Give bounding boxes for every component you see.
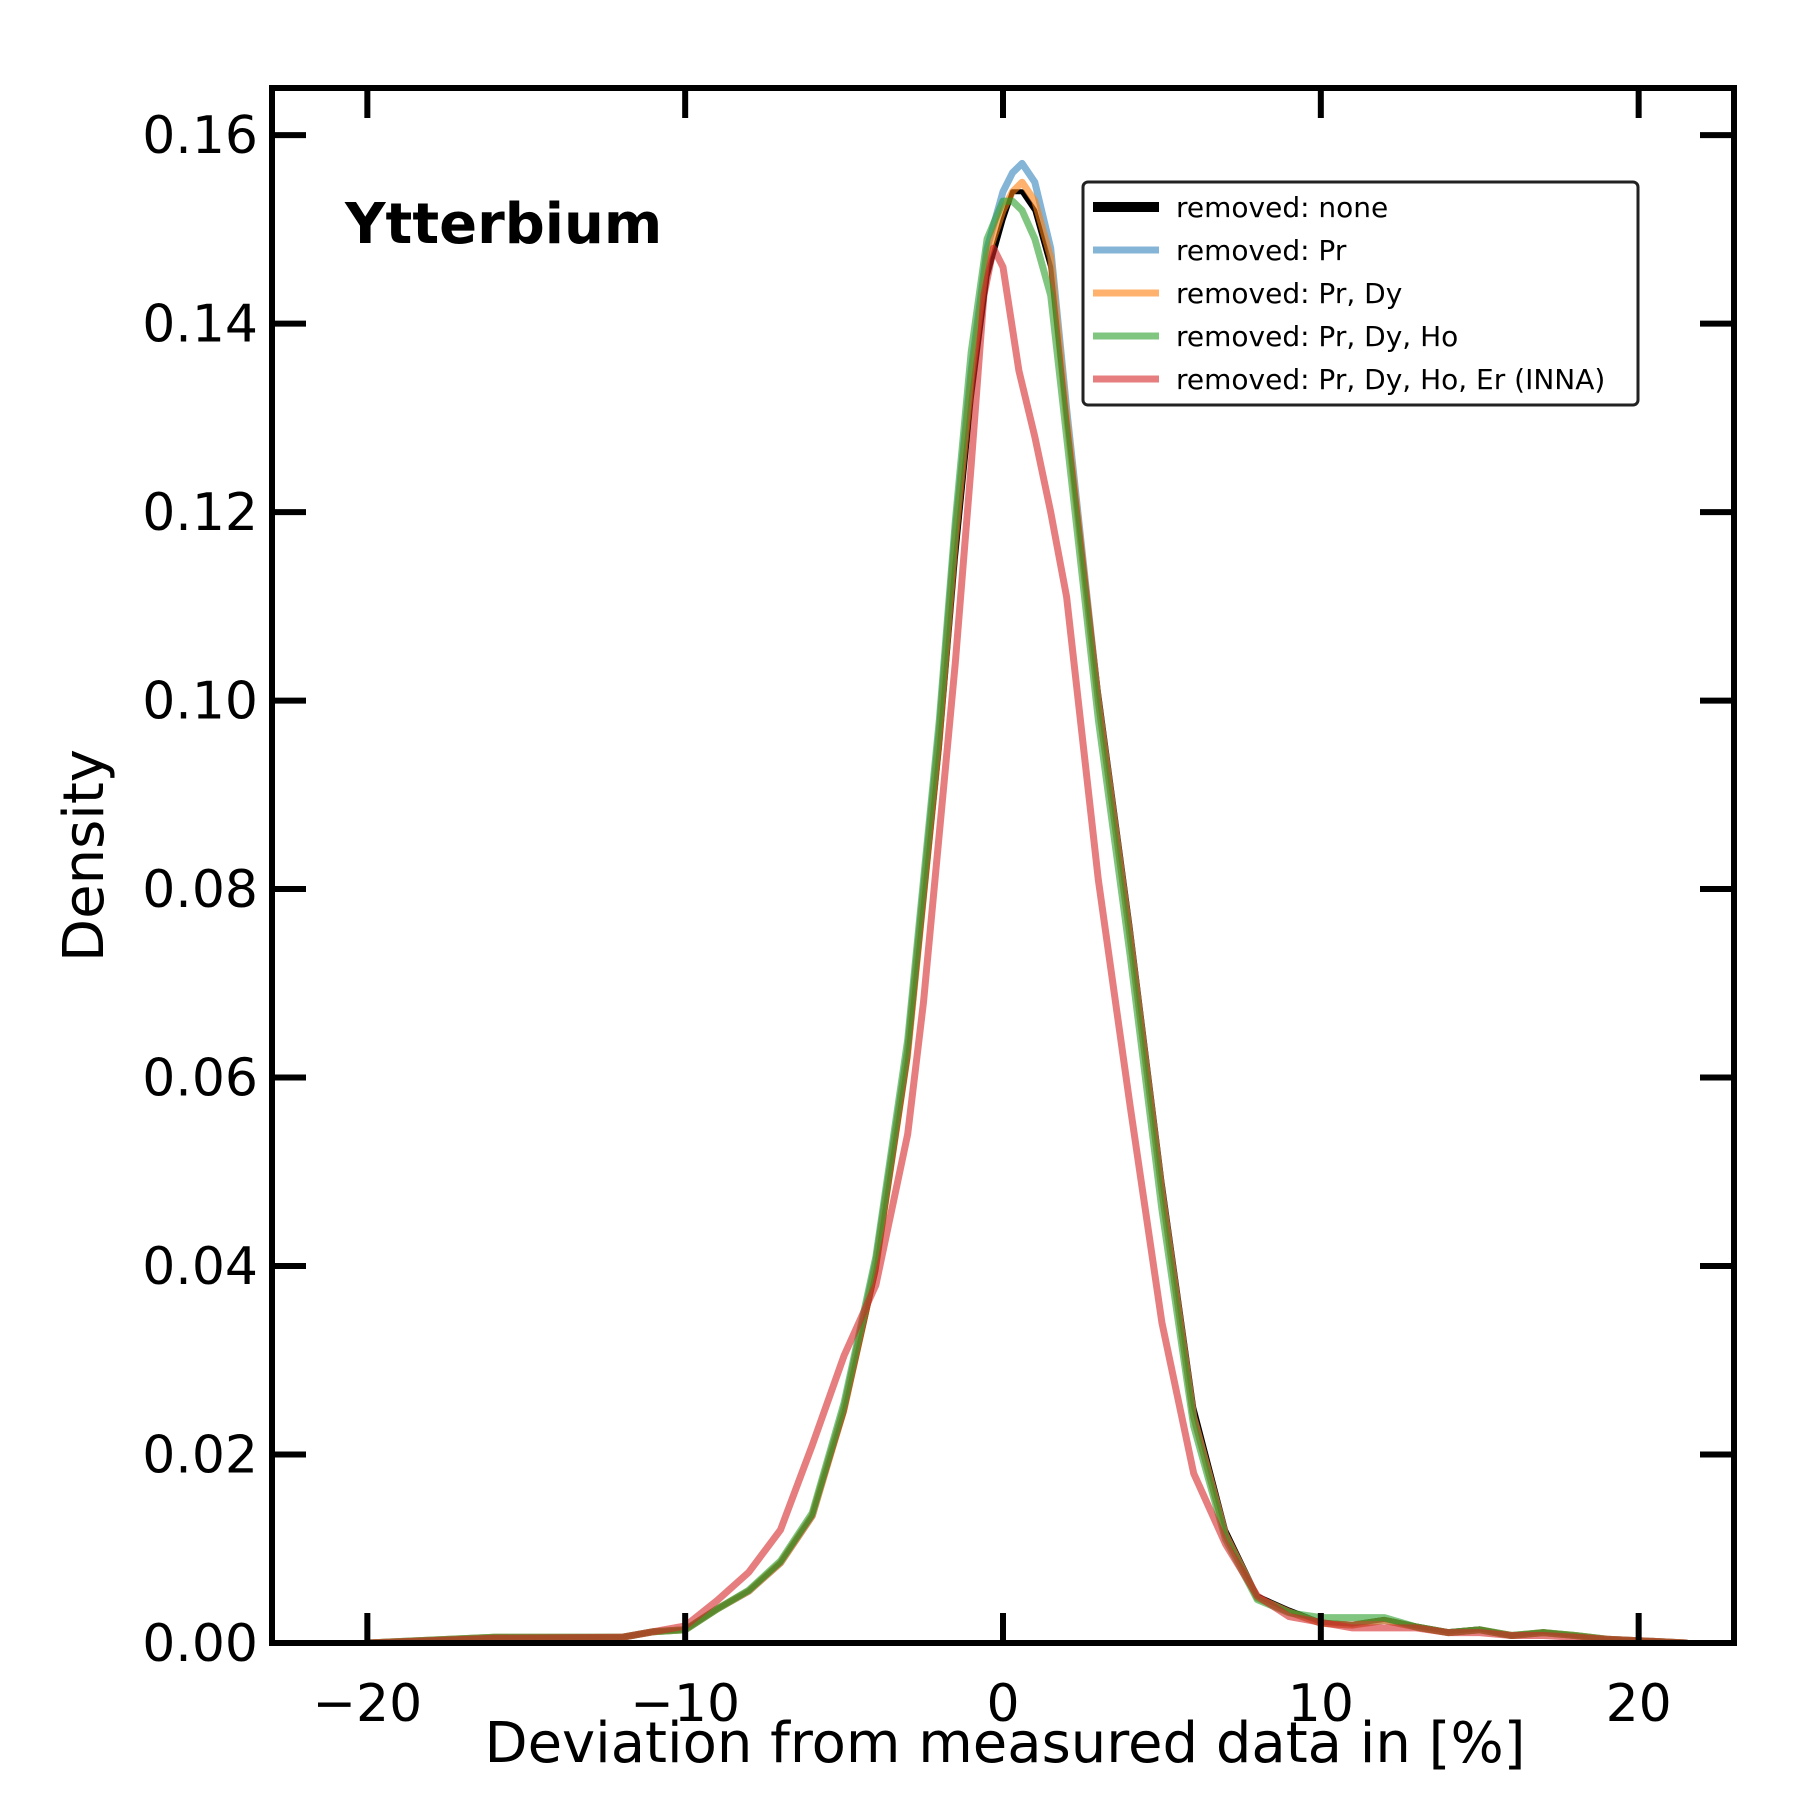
x-tick-label: −20	[312, 1674, 422, 1734]
legend-box	[1081, 180, 1640, 407]
y-tick-label: 0.14	[142, 295, 258, 355]
element-annotation: Ytterbium	[344, 192, 662, 257]
y-tick-label: 0.10	[142, 672, 258, 732]
legend-label-0: removed: none	[1176, 191, 1388, 224]
y-tick-label: 0.06	[142, 1049, 258, 1109]
legend-label-3: removed: Pr, Dy, Ho	[1176, 320, 1458, 353]
legend: removed: none removed: Pr removed: Pr, Dy r…	[1081, 180, 1640, 407]
y-tick-label: 0.16	[142, 106, 258, 166]
x-tick-label: −10	[630, 1674, 740, 1734]
legend-label-2: removed: Pr, Dy	[1176, 277, 1402, 310]
legend-label-4: removed: Pr, Dy, Ho, Er (INNA)	[1176, 363, 1605, 396]
y-tick-label: 0.12	[142, 483, 258, 543]
x-tick-label: 20	[1606, 1674, 1672, 1734]
y-tick-label: 0.00	[142, 1614, 258, 1674]
y-tick-label: 0.02	[142, 1426, 258, 1486]
series-line-4	[363, 244, 1690, 1643]
x-tick-label: 10	[1288, 1674, 1354, 1734]
y-tick-label: 0.04	[142, 1237, 258, 1297]
plot-data-layer	[363, 159, 1690, 1643]
y-axis-label: Density	[52, 749, 117, 962]
axes-layer: −20 −10 0 10 20 0.00 0.02 0.04 0.06 0.08 0.10 0.12 0…	[142, 85, 1737, 1734]
x-axis-label: Deviation from measured data in [%]	[484, 1711, 1525, 1776]
y-tick-label: 0.08	[142, 860, 258, 920]
legend-label-1: removed: Pr	[1176, 234, 1347, 267]
x-tick-label: 0	[986, 1674, 1019, 1734]
